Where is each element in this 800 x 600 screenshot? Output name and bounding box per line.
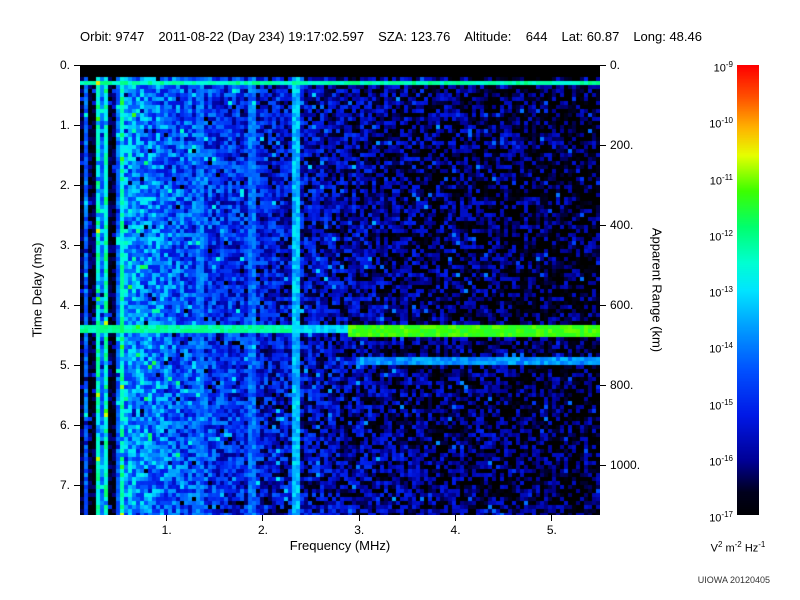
time-delay-tick-label: 2. [59,178,70,192]
apparent-range-tick-mark [600,224,606,226]
colorbar-tick-label: 10-11 [709,172,733,188]
x-tick-label: 4. [450,523,461,537]
time-delay-tick-mark [74,424,80,426]
time-delay-tick-label: 5. [59,358,70,372]
header-sza: SZA: 123.76 [378,29,451,44]
spectrogram-canvas [80,65,600,515]
apparent-range-tick-mark [600,464,606,466]
time-delay-tick-mark [74,64,80,66]
colorbar-tick-label: 10-12 [709,228,733,244]
colorbar-tick-label: 10-14 [709,341,733,356]
apparent-range-tick-mark [600,304,606,306]
apparent-range-tick-mark [600,144,606,146]
colorbar-ticks: 10-9 10-10 10-11 10-12 10-13 10-14 10-15 10-16 1… [693,60,735,525]
x-tick-mark [551,515,553,521]
apparent-range-tick-label: 800. [610,378,634,392]
time-delay-tick-label: 6. [59,418,70,432]
time-delay-tick-mark [74,304,80,306]
header: Orbit: 9747 2011-08-22 (Day 234) 19:17:0… [80,29,702,44]
apparent-range-tick-mark [600,384,606,386]
apparent-range-tick-label: 600. [610,298,634,312]
x-tick-mark [358,515,360,521]
y-axis-right: 0. 200. 400. 600. 800. 1000. [600,58,670,525]
time-delay-tick-mark [74,124,80,126]
time-delay-tick-label: 7. [59,478,70,492]
header-lat: Lat: 60.87 [561,29,620,44]
time-delay-tick-mark [74,484,80,486]
apparent-range-tick-label: 0. [610,58,621,72]
colorbar-gradient [737,65,759,515]
spectrogram-plot [80,65,600,515]
x-tick-label: 5. [546,523,557,537]
apparent-range-tick-mark [600,64,606,66]
x-tick-mark [455,515,457,521]
y-axis-right-title: Apparent Range (km) [649,227,665,353]
time-delay-tick-label: 0. [59,58,70,72]
header-datetime: 2011-08-22 (Day 234) 19:17:02.597 [158,29,365,44]
time-delay-tick-mark [74,364,80,366]
header-long: Long: 48.46 [633,29,702,44]
apparent-range-tick-label: 200. [610,138,634,152]
x-axis: 1. 2. 3. 4. 5. [80,515,600,545]
x-tick-mark [166,515,168,521]
colorbar-tick-label: 10-9 [713,60,733,75]
time-delay-tick-label: 3. [59,238,70,252]
x-tick-label: 1. [161,523,172,537]
apparent-range-tick-label: 1000. [610,458,641,472]
watermark: UIOWA 20120405 [697,575,770,585]
colorbar-tick-label: 10-10 [709,116,733,131]
time-delay-tick-label: 1. [59,118,70,132]
y-axis-left: 0. 1. 2. 3. 4. 5. 6. 7. [0,58,80,525]
x-tick-mark [262,515,264,521]
header-orbit: Orbit: 9747 [80,29,145,44]
colorbar-tick-label: 10-16 [709,453,733,469]
time-delay-tick-mark [74,244,80,246]
x-tick-label: 3. [354,523,365,537]
time-delay-tick-mark [74,184,80,186]
y-axis-left-title: Time Delay (ms) [29,242,45,338]
apparent-range-tick-label: 400. [610,218,634,232]
colorbar-unit-label: V2 m-2 Hz-1 [710,540,766,555]
colorbar-tick-label: 10-17 [709,510,733,525]
header-altitude: Altitude: 644 [464,29,548,44]
x-tick-label: 2. [257,523,268,537]
time-delay-tick-label: 4. [59,298,70,312]
colorbar-tick-label: 10-15 [709,397,733,413]
colorbar-tick-label: 10-13 [709,285,733,300]
x-axis-title: Frequency (MHz) [289,538,391,553]
